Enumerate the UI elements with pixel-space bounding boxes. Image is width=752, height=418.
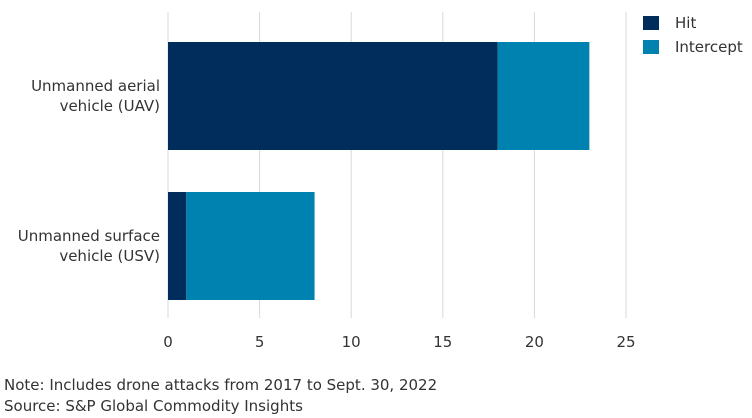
legend-swatch-intercept: [643, 40, 659, 54]
category-label-0-line-1: vehicle (UAV): [60, 97, 160, 115]
bar-intercept-0: [497, 42, 590, 150]
category-label-1-line-0: Unmanned surface: [18, 227, 160, 245]
x-tick-label-0: 0: [163, 333, 173, 351]
x-tick-label-5: 5: [255, 333, 265, 351]
chart-note: Note: Includes drone attacks from 2017 t…: [4, 376, 438, 394]
legend-swatch-hit: [643, 16, 659, 30]
bar-hit-1: [168, 192, 187, 300]
x-tick-label-20: 20: [525, 333, 544, 351]
bar-intercept-1: [186, 192, 315, 300]
category-label-0-line-0: Unmanned aerial: [31, 77, 160, 95]
chart-source: Source: S&P Global Commodity Insights: [4, 397, 303, 415]
legend-label-hit: Hit: [675, 14, 696, 32]
stacked-bar-chart: 0 5 10 15 20 25 Unmanned aerial vehicle (UAV) Un…: [18, 12, 743, 351]
legend-label-intercept: Intercept: [675, 38, 743, 56]
bar-hit-0: [168, 42, 498, 150]
category-label-1-line-1: vehicle (USV): [59, 247, 160, 265]
x-tick-label-10: 10: [342, 333, 361, 351]
x-tick-label-15: 15: [433, 333, 452, 351]
x-tick-label-25: 25: [616, 333, 635, 351]
